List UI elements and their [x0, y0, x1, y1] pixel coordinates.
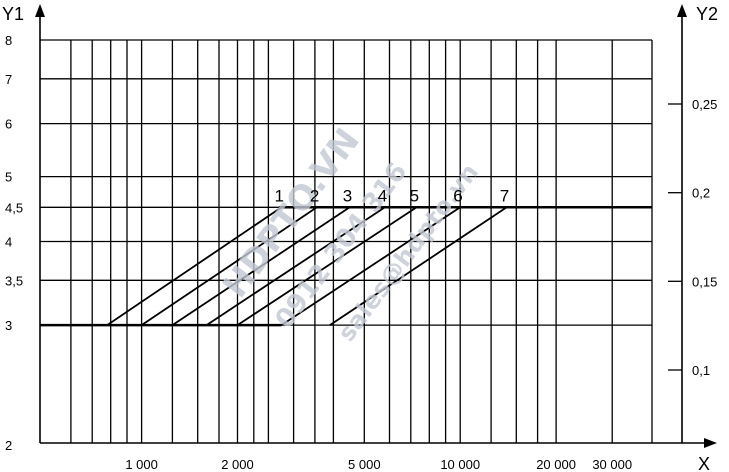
curve-label-4: 4: [378, 186, 387, 205]
y1-tick-label: 2: [5, 438, 12, 453]
x-axis-label: X: [698, 454, 710, 472]
x-tick-label: 2 000: [221, 457, 254, 472]
y1-tick-label: 8: [5, 33, 12, 48]
curve-label-5: 5: [410, 186, 419, 205]
curve-label-3: 3: [343, 186, 352, 205]
y1-axis-arrow: [35, 4, 45, 17]
x-tick-label: 1 000: [125, 457, 158, 472]
x-tick-label: 30 000: [592, 457, 632, 472]
x-tick-label: 10 000: [440, 457, 480, 472]
curve-7: [329, 206, 508, 326]
y1-tick-label: 3,5: [5, 273, 23, 288]
y2-tick-label: 0,1: [692, 363, 710, 378]
tick-labels: 1 2 3 4 5 6 7 Y1 Y2 X 2 3 3,5 4 4,5 5 6 7 8 0,1 0,15 0,2 0,25 1…: [2, 4, 718, 472]
y2-axis-label: Y2: [696, 4, 718, 24]
curve-5: [237, 206, 418, 326]
x-tick-label: 20 000: [536, 457, 576, 472]
curve-1: [106, 206, 283, 326]
curve-4: [206, 206, 386, 326]
y2-tick-label: 0,15: [692, 274, 717, 289]
curve-label-1: 1: [275, 186, 284, 205]
curve-label-2: 2: [310, 186, 319, 205]
y1-tick-label: 3: [5, 318, 12, 333]
y2-tick-label: 0,25: [692, 97, 717, 112]
y2-axis-arrow: [677, 4, 687, 17]
y1-tick-label: 4: [5, 235, 12, 250]
y1-tick-label: 7: [5, 72, 12, 87]
x-tick-label: 5 000: [348, 457, 381, 472]
curves: [40, 205, 652, 327]
y1-tick-label: 5: [5, 170, 12, 185]
axes: [35, 4, 717, 448]
curve-3: [171, 206, 351, 326]
y1-tick-label: 4,5: [5, 200, 23, 215]
x-axis-arrow: [704, 438, 717, 448]
curve-label-7: 7: [500, 186, 509, 205]
curve-6: [281, 206, 461, 326]
curve-label-6: 6: [453, 186, 462, 205]
curve-2: [141, 206, 318, 326]
y1-tick-label: 6: [5, 117, 12, 132]
y2-tick-label: 0,2: [692, 186, 710, 201]
y1-axis-label: Y1: [2, 4, 24, 24]
